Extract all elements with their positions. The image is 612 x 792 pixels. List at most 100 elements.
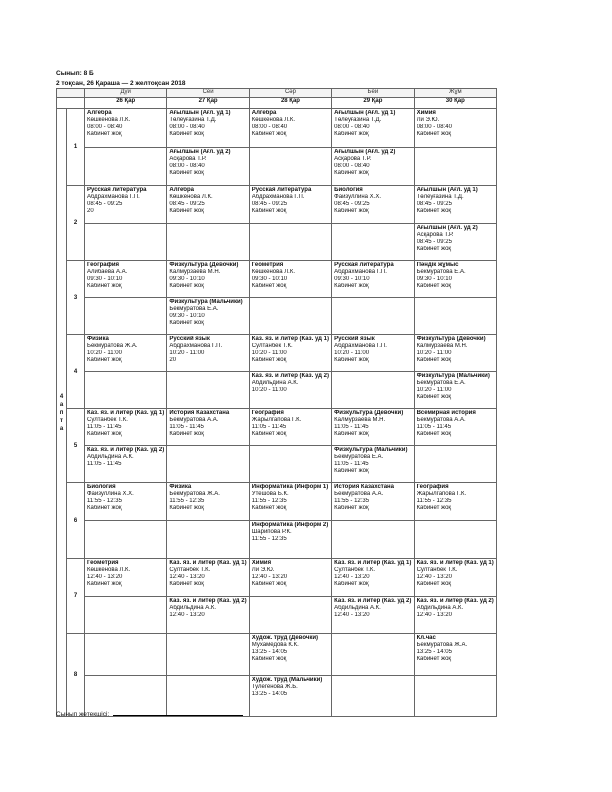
lesson-line: Худож. труд (Мальчики) <box>251 676 323 683</box>
lesson <box>250 148 330 185</box>
lesson <box>86 224 166 260</box>
lesson-line: 08:45 - 09:25 <box>416 201 452 207</box>
lesson-cell: Биология Файзуллина Х.Х. 08:45 - 09:25 Каби… <box>331 185 415 224</box>
lesson: Ағылшын (Ағл. уд 1) Төлеуғазина Т.Д. 08:00… <box>333 109 413 146</box>
corner <box>56 88 85 98</box>
lesson-line: Бекмуратова Ж.А. <box>169 491 220 497</box>
lesson-line: 09:30 - 10:10 <box>416 276 452 282</box>
lesson-number: 5 <box>66 408 85 483</box>
lesson <box>333 299 413 334</box>
lesson-cell: Ағылшын (Ағл. уд 2) Асқарова Т.Р. 08:45 - … <box>413 222 498 261</box>
lesson-cell: Физкультура (Девочки) Калмурзаева М.Н. 11:… <box>331 408 415 446</box>
lesson-line: Султанбек Т.К. <box>169 567 211 573</box>
lesson-cell: Каз. яз. и литер (Каз. уд 1) Султанбек Т.… <box>83 408 168 446</box>
lesson <box>168 447 248 482</box>
lesson-cell: Пәндік жұмыс Бекмуратова Е.А. 09:30 - 10:1… <box>413 260 498 298</box>
lesson-line: Төлеуғазина Т.Д. <box>169 117 217 123</box>
lesson-line: Абдрахманова Г.П. <box>87 194 140 200</box>
lesson-cell <box>331 371 415 409</box>
lesson-line: Мухамедова К.К. <box>251 642 299 648</box>
lesson: Химия Ли Э.Ю. 08:00 - 08:40 Кабинет жоқ <box>415 109 495 146</box>
day-row: Дүй Сей Сәр Бей Жұм <box>56 88 498 98</box>
lesson-line: Геометрия <box>251 262 284 268</box>
lesson-cell: Кл.час Бекмуратова Ж.А. 13:25 - 14:05 Кабин… <box>413 633 498 676</box>
lesson-line: Кабинет жоқ <box>87 283 122 289</box>
lesson-line: Физика <box>169 484 192 490</box>
lesson-line: Кабинет жоқ <box>334 283 369 289</box>
lesson-line: 11:55 - 12:35 <box>169 498 205 504</box>
lesson-cell <box>248 297 333 335</box>
lesson-cell: Алгебра Көшкенова Л.К. 08:45 - 09:25 Кабине… <box>166 185 250 224</box>
lesson-line: Султанбек Т.К. <box>87 417 128 423</box>
lesson-line: Каз. яз. и литер (Каз. уд 1) <box>334 560 412 566</box>
lesson: Геометрия Көшкенова Л.К. 09:30 - 10:10 Каби… <box>250 262 330 297</box>
lesson: Каз. яз. и литер (Каз. уд 2) Абдильдина А… <box>86 447 166 482</box>
lesson-line: 12:40 - 13:20 <box>87 574 123 580</box>
lesson-number: 8 <box>66 633 85 717</box>
lesson-line: Ли Э.Ю. <box>251 567 275 573</box>
lesson: Алгебра Көшкенова Л.К. 08:45 - 09:25 Кабине… <box>168 186 248 222</box>
lesson-line: Бекмуратова Ж.А. <box>87 343 138 349</box>
lesson-line: 09:30 - 10:10 <box>334 276 370 282</box>
lesson-cell: Геометрия Көшкенова Л.К. 12:40 - 13:20 Каби… <box>83 558 168 597</box>
lesson-subrow: Физкультура (Мальчики) Бекмуратова Е.А. 09… <box>57 297 498 335</box>
lesson-line: Ли Э.Ю. <box>416 117 440 123</box>
lesson <box>86 676 166 716</box>
lesson: Ағылшын (Ағл. уд 1) Төлеуғазина Т.Д. 08:00… <box>168 109 248 146</box>
lesson-line: 10:20 - 11:00 <box>416 350 452 356</box>
lesson-line: Алгебра <box>87 110 112 116</box>
lesson-subrow: Информатика (Информ 2) Шарипова Р.К. 11:55… <box>57 520 498 559</box>
lesson-line: Каз. яз. и литер (Каз. уд 2) <box>416 597 494 604</box>
day-name: Сей <box>166 88 250 98</box>
lesson: Каз. яз. и литер (Каз. уд 1) Султанбек Т.… <box>415 559 495 595</box>
lesson-line: Каз. яз. и литер (Каз. уд 1) <box>87 410 165 416</box>
lesson-line: Калмурзаева М.Н. <box>416 343 468 349</box>
lesson-line: Каз. яз. и литер (Каз. уд 1) <box>169 560 247 566</box>
lesson <box>415 299 495 334</box>
lesson-line: Русский язык <box>169 336 210 342</box>
lesson-line: 11:05 - 11:45 <box>169 424 204 430</box>
lesson <box>168 634 248 674</box>
lesson-line: Каз. яз. и литер (Каз. уд 2) <box>251 373 329 379</box>
lesson-line: География <box>416 484 449 490</box>
day-name: Дүй <box>83 88 168 98</box>
lesson: Ағылшын (Ағл. уд 2) Асқарова Т.Р. 08:00 - … <box>168 148 248 185</box>
lesson: Русская литература Абдрахманова Г.П. 08:45… <box>250 186 330 222</box>
lesson-line: Абдрахманова Г.П. <box>169 343 223 349</box>
lesson-cell: Физика Бекмуратова Ж.А. 11:55 - 12:35 Кабин… <box>166 482 250 521</box>
lesson: Каз. яз. и литер (Каз. уд 1) Султанбек Т.… <box>86 410 166 445</box>
lesson-line: Физкультура (Мальчики) <box>169 299 243 305</box>
lesson-line: Информатика (Информ 2) <box>251 522 329 528</box>
lesson-row: 4 Физика Бекмуратова Ж.А. 10:20 - 11:00 Каби… <box>57 334 498 409</box>
date: 30 Қар <box>413 97 498 109</box>
lesson-cell <box>413 520 498 559</box>
lesson-line: Химия <box>416 110 436 116</box>
lesson-line: Русская литература <box>334 262 394 268</box>
lesson-line: Шарипова Р.К. <box>251 529 292 535</box>
lesson-line: Бекмуратова Е.А. <box>416 380 466 386</box>
lesson-line: Кабинет жоқ <box>169 169 204 176</box>
lesson-line: Абдрахманова Г.П. <box>334 269 387 275</box>
lesson-cell: Худож. труд (Девочки) Мухамедова К.К. 13:2… <box>248 633 333 676</box>
lesson-cell: Геометрия Көшкенова Л.К. 09:30 - 10:10 Каби… <box>248 260 333 298</box>
lesson-line: 10:20 - 11:00 <box>169 350 205 356</box>
lesson: География Жарылгапова Г.К. 11:55 - 12:35 Ка… <box>415 484 495 520</box>
lesson-cell <box>166 520 250 559</box>
lesson-line: 12:40 - 13:20 <box>334 611 370 618</box>
lesson-row: 7 Геометрия Көшкенова Л.К. 12:40 - 13:20 Каб… <box>57 558 498 634</box>
lesson-cell: Каз. яз. и литер (Каз. уд 1) Султанбек Т.… <box>166 558 250 597</box>
lesson-cell <box>83 146 168 186</box>
lesson-line: Тулегенова Ж.Б. <box>251 683 298 690</box>
lesson-line: Каз. яз. и литер (Каз. уд 2) <box>334 597 412 604</box>
lesson-line: Кабинет жоқ <box>416 581 452 587</box>
period: 2 тоқсан, 26 Қараша — 2 желтоқсан 2018 <box>56 80 186 87</box>
lesson-cell: Ағылшын (Ағл. уд 1) Төлеуғазина Т.Д. 08:00… <box>331 108 415 148</box>
lesson-line: Султанбек Т.К. <box>251 343 293 349</box>
lesson-line: Кабинет жоқ <box>416 283 452 289</box>
lesson <box>168 373 248 408</box>
lesson-line: Кабинет жоқ <box>251 208 287 214</box>
lesson-line: 13:25 - 14:05 <box>416 649 452 655</box>
lesson-line: 08:45 - 09:25 <box>87 201 123 207</box>
lesson-cell: Физкультура (Девочки) Калмурзаева М.Н. 10:… <box>413 334 498 372</box>
lesson-line: Кабинет жоқ <box>416 505 452 511</box>
